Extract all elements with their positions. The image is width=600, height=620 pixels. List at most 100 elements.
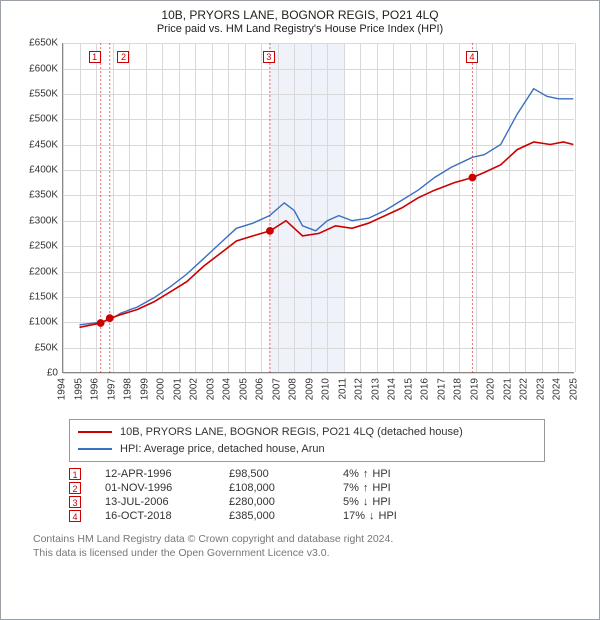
y-tick-label: £350K [20,190,58,201]
y-tick-label: £100K [20,317,58,328]
gridline-v [575,43,576,372]
y-tick-label: £200K [20,266,58,277]
x-tick-label: 2021 [502,378,513,400]
x-tick-label: 2011 [337,378,348,400]
diff-suffix: HPI [372,496,390,508]
transaction-index: 4 [69,510,81,522]
x-tick-label: 2023 [535,378,546,400]
x-tick-label: 2001 [172,378,183,400]
x-tick-label: 2024 [552,378,563,400]
transaction-index: 2 [69,482,81,494]
diff-suffix: HPI [372,468,390,480]
footnote: Contains HM Land Registry data © Crown c… [33,532,567,560]
transaction-date: 16-OCT-2018 [105,510,205,522]
diff-pct: 7% [343,482,359,494]
transaction-price: £385,000 [229,510,319,522]
y-tick-label: £400K [20,165,58,176]
transaction-index: 1 [69,468,81,480]
transaction-date: 12-APR-1996 [105,468,205,480]
transaction-diff: 4%↑HPI [343,468,391,480]
diff-suffix: HPI [379,510,397,522]
x-tick-label: 2018 [453,378,464,400]
transaction-row: 1 12-APR-1996 £98,500 4%↑HPI [69,468,589,480]
y-tick-label: £250K [20,241,58,252]
x-tick-label: 1996 [90,378,101,400]
transaction-table: 1 12-APR-1996 £98,500 4%↑HPI 2 01-NOV-1996 £10… [69,468,589,522]
x-tick-label: 2002 [189,378,200,400]
chart: 1 2 3 4 £0 £50K £100K £150K £200K £250K £300K £350… [20,39,580,409]
event-marker: 3 [263,51,275,63]
transaction-price: £280,000 [229,496,319,508]
diff-suffix: HPI [372,482,390,494]
x-tick-label: 2025 [569,378,580,400]
transaction-index: 3 [69,496,81,508]
y-tick-label: £550K [20,88,58,99]
x-tick-label: 2022 [519,378,530,400]
y-tick-label: £600K [20,63,58,74]
y-tick-label: £300K [20,215,58,226]
x-tick-label: 2004 [222,378,233,400]
arrow-up-icon: ↑ [363,468,369,480]
legend-row: 10B, PRYORS LANE, BOGNOR REGIS, PO21 4LQ… [78,424,536,441]
event-dot [106,315,113,322]
transaction-row: 4 16-OCT-2018 £385,000 17% ↓ HPI [69,510,589,522]
arrow-up-icon: ↑ [363,482,369,494]
chart-card: 10B, PRYORS LANE, BOGNOR REGIS, PO21 4LQ… [0,0,600,620]
plot-area: 1 2 3 4 [62,43,574,373]
x-tick-label: 1998 [123,378,134,400]
x-tick-label: 2019 [469,378,480,400]
legend-swatch-hpi [78,448,112,450]
transaction-row: 3 13-JUL-2006 £280,000 5% ↓HPI [69,496,589,508]
arrow-down-icon: ↓ [363,496,369,508]
transaction-date: 13-JUL-2006 [105,496,205,508]
footnote-line: This data is licensed under the Open Gov… [33,546,567,560]
legend: 10B, PRYORS LANE, BOGNOR REGIS, PO21 4LQ… [69,419,545,462]
x-tick-label: 2003 [205,378,216,400]
event-dot [469,174,476,181]
x-tick-label: 2014 [387,378,398,400]
event-dot [97,320,104,327]
event-marker: 1 [89,51,101,63]
transaction-date: 01-NOV-1996 [105,482,205,494]
x-tick-label: 2020 [486,378,497,400]
x-tick-label: 2006 [255,378,266,400]
transaction-price: £98,500 [229,468,319,480]
transaction-row: 2 01-NOV-1996 £108,000 7% ↑HPI [69,482,589,494]
x-tick-label: 1997 [106,378,117,400]
x-tick-label: 2007 [271,378,282,400]
legend-swatch-property [78,431,112,433]
arrow-down-icon: ↓ [369,510,375,522]
y-tick-label: £450K [20,139,58,150]
x-tick-label: 1995 [73,378,84,400]
y-tick-label: £150K [20,292,58,303]
chart-svg [63,43,574,372]
x-tick-label: 2009 [304,378,315,400]
footnote-line: Contains HM Land Registry data © Crown c… [33,532,567,546]
x-tick-label: 1999 [139,378,150,400]
x-tick-label: 1994 [57,378,68,400]
y-tick-label: £650K [20,38,58,49]
x-tick-label: 2013 [370,378,381,400]
chart-title: 10B, PRYORS LANE, BOGNOR REGIS, PO21 4LQ [11,7,589,23]
y-tick-label: £50K [20,342,58,353]
diff-pct: 17% [343,510,365,522]
legend-label-hpi: HPI: Average price, detached house, Arun [120,441,325,458]
transaction-price: £108,000 [229,482,319,494]
transaction-diff: 5% ↓HPI [343,496,391,508]
legend-row: HPI: Average price, detached house, Arun [78,441,536,458]
line-hpi [80,89,574,325]
y-tick-label: £500K [20,114,58,125]
event-marker: 4 [466,51,478,63]
event-marker: 2 [117,51,129,63]
x-tick-label: 2012 [354,378,365,400]
diff-pct: 5% [343,496,359,508]
chart-subtitle: Price paid vs. HM Land Registry's House … [11,23,589,35]
x-tick-label: 2015 [403,378,414,400]
line-property [80,142,574,327]
y-tick-label: £0 [20,368,58,379]
transaction-diff: 17% ↓ HPI [343,510,397,522]
legend-label-property: 10B, PRYORS LANE, BOGNOR REGIS, PO21 4LQ… [120,424,463,441]
event-dot [267,228,274,235]
x-tick-label: 2017 [436,378,447,400]
transaction-diff: 7% ↑HPI [343,482,391,494]
